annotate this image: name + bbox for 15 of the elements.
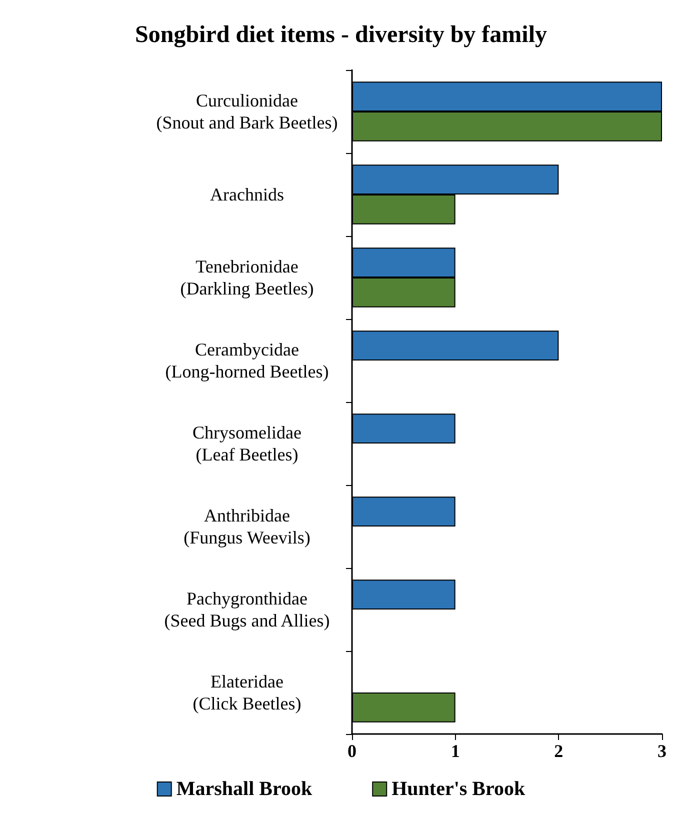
- x-tick-label: 1: [450, 741, 460, 761]
- y-tick-label: Curculionidae (Snout and Bark Beetles): [156, 90, 338, 132]
- y-tick-label: Chrysomelidae (Leaf Beetles): [192, 422, 302, 464]
- y-tick-label: Elateridae (Click Beetles): [192, 672, 302, 714]
- y-tick-label: Pachygronthidae (Seed Bugs and Allies): [164, 588, 330, 630]
- y-tick-label: Tenebrionidae (Darkling Beetles): [180, 256, 314, 298]
- chart-title: Songbird diet items - diversity by family: [135, 22, 547, 48]
- legend-label: Marshall Brook: [176, 778, 313, 800]
- y-tick-label: Anthribidae (Fungus Weevils): [184, 506, 310, 548]
- x-tick-label: 0: [348, 741, 356, 761]
- legend-label: Hunter's Brook: [392, 778, 526, 800]
- x-tick-label: 2: [554, 741, 564, 761]
- x-tick-label: 3: [658, 741, 666, 761]
- y-tick-label: Cerambycidae (Long-horned Beetles): [165, 340, 329, 382]
- y-tick-label: Arachnids: [210, 184, 284, 204]
